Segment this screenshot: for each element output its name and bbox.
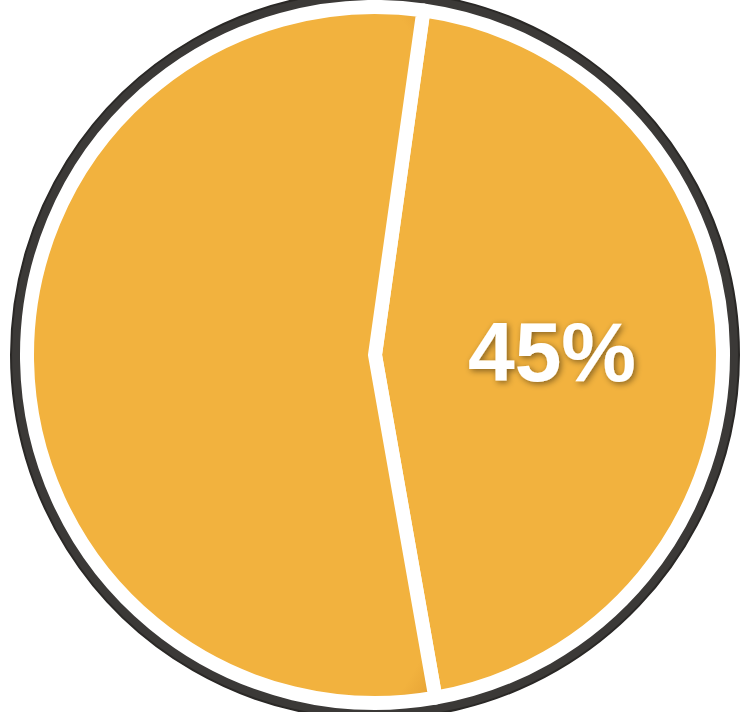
svg-text:45%: 45% [468,305,636,399]
